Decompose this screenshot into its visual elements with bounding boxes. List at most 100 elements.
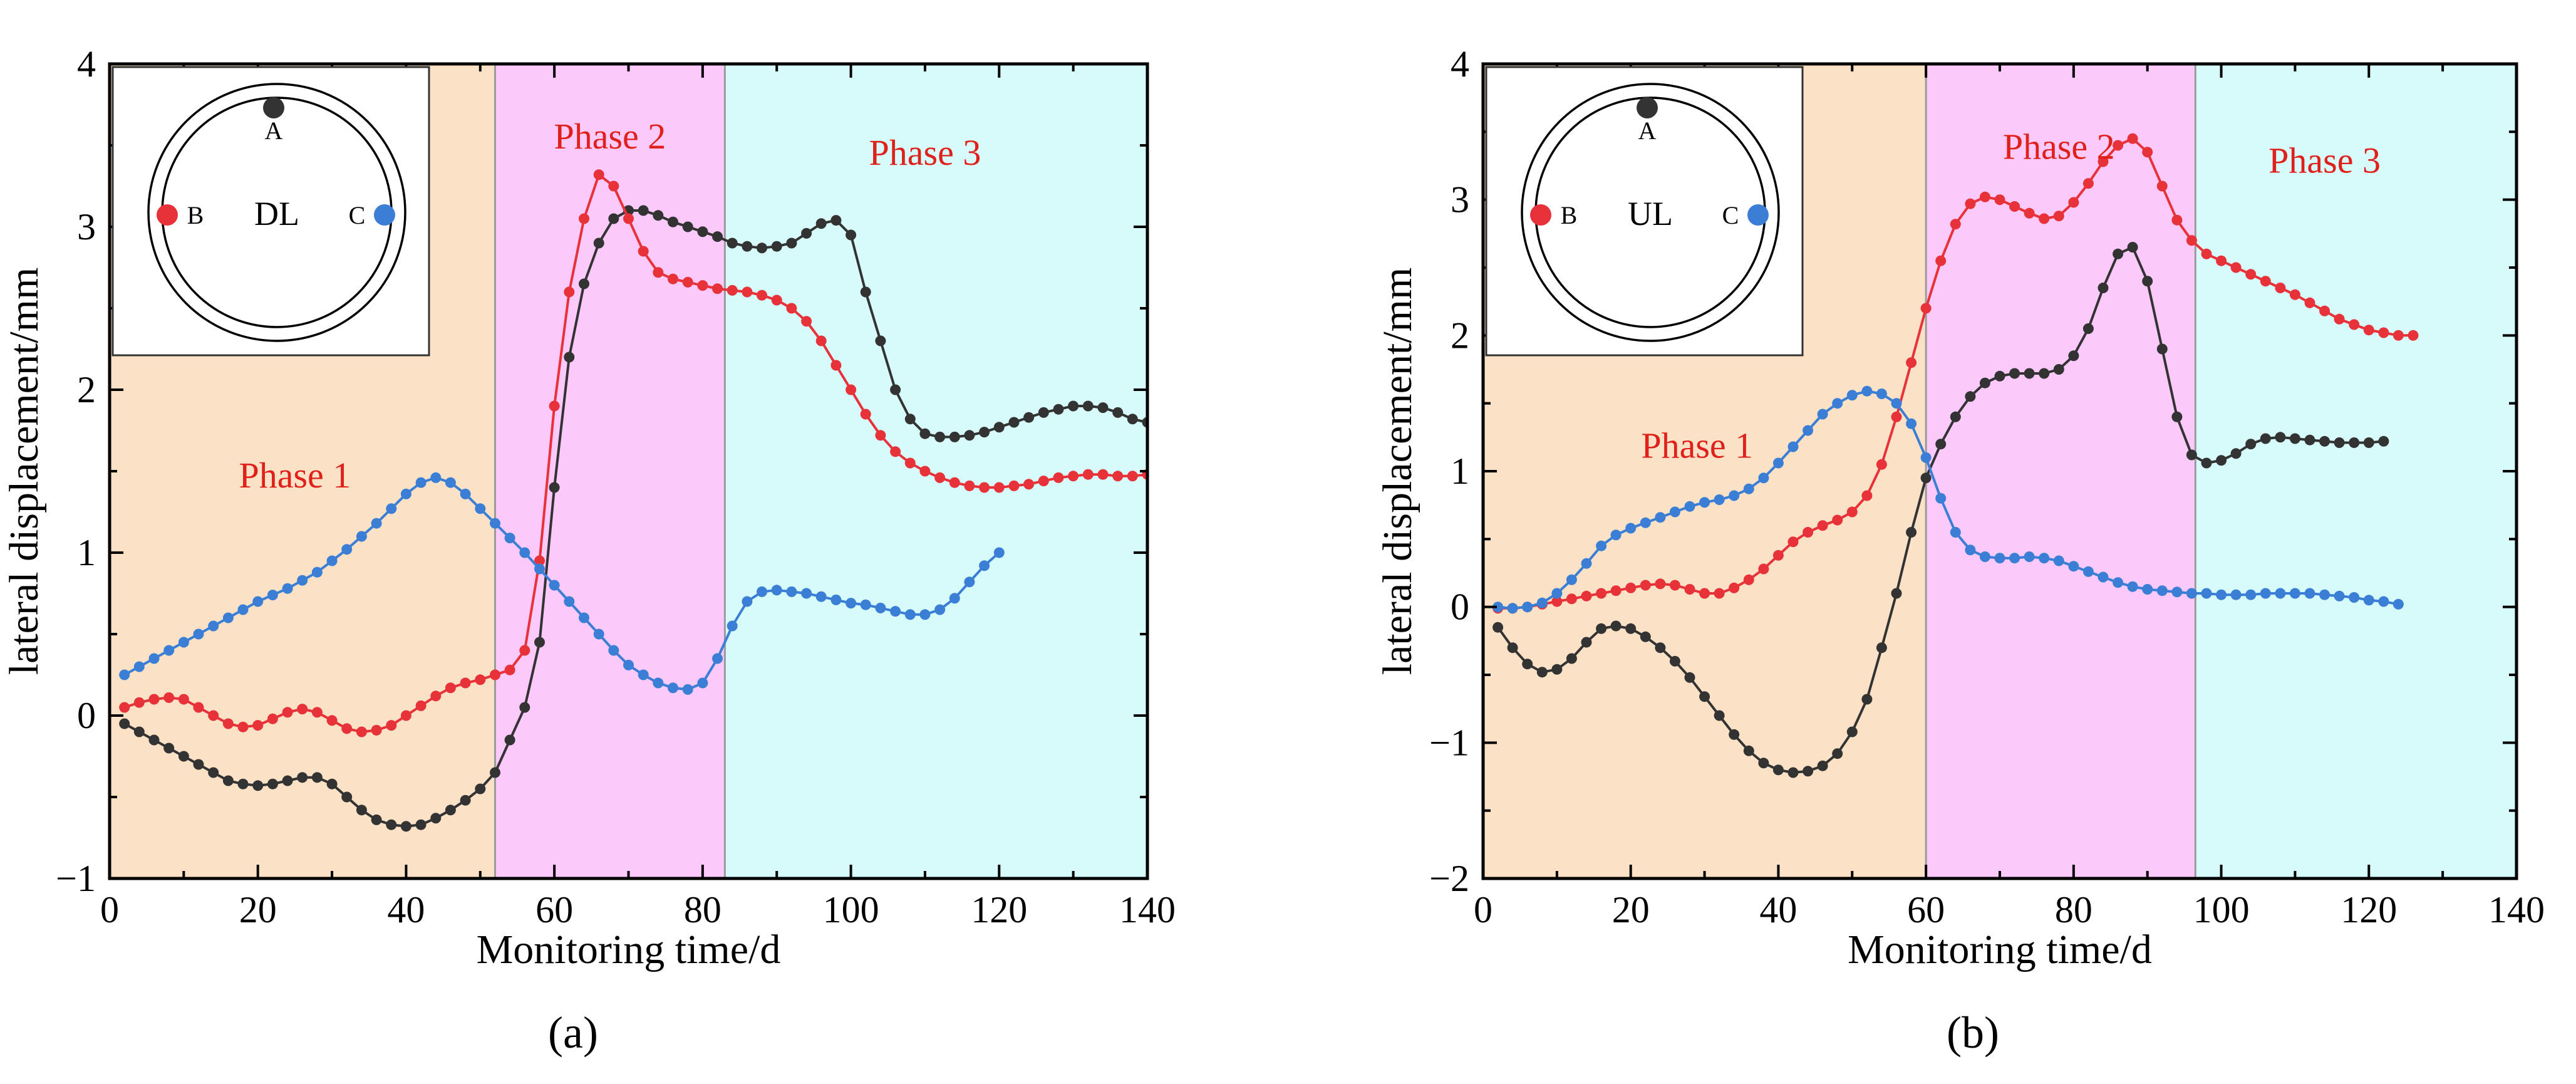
series-A-point <box>490 767 500 778</box>
series-C-point <box>341 544 353 555</box>
series-C-point <box>2289 588 2300 599</box>
series-C-point <box>1566 574 1577 585</box>
series-B-point <box>1684 584 1695 595</box>
series-C-point <box>2275 588 2286 599</box>
series-A-point <box>519 702 530 713</box>
series-C-point <box>178 637 189 648</box>
series-C-point <box>934 604 946 615</box>
series-A-point <box>237 778 249 790</box>
series-B-point <box>993 482 1005 493</box>
series-C-point <box>623 659 634 670</box>
series-B-point <box>415 700 427 711</box>
x-tick-label: 40 <box>1759 889 1797 930</box>
series-B-point <box>727 284 738 296</box>
series-A-point <box>1846 726 1858 737</box>
x-tick-label: 120 <box>971 889 1027 930</box>
series-C-point <box>579 612 589 623</box>
series-B-point <box>2171 214 2183 226</box>
series-B-point <box>1082 469 1094 480</box>
series-B-point <box>1068 471 1079 482</box>
series-A-point <box>801 227 812 239</box>
monitoring-point-C-label: C <box>349 201 366 229</box>
series-A-point <box>1787 767 1799 778</box>
x-tick-label: 80 <box>684 889 722 930</box>
series-B-point <box>1876 459 1887 470</box>
series-B-point <box>712 283 723 294</box>
series-A-point <box>653 210 664 221</box>
monitoring-point-B-label: B <box>1561 201 1578 229</box>
panel-caption: (a) <box>548 1008 598 1058</box>
series-A-point <box>1832 748 1843 759</box>
series-B-point <box>2408 330 2419 341</box>
series-A-point <box>1950 411 1961 422</box>
series-B-point <box>1053 472 1064 483</box>
series-A-point <box>1979 377 1990 388</box>
y-tick-label: 1 <box>1451 451 1469 492</box>
series-A-point <box>727 237 738 249</box>
y-tick-label: −1 <box>56 858 96 899</box>
series-A-point <box>2082 323 2094 334</box>
series-group <box>119 169 1147 832</box>
series-A-point <box>386 819 397 830</box>
series-B-point <box>178 694 189 705</box>
series-C-point <box>2201 588 2212 599</box>
series-A-point <box>1097 402 1109 414</box>
series-C-point <box>2260 588 2271 599</box>
series-C-point <box>608 645 619 656</box>
series-C-point <box>208 620 219 632</box>
series-C-point <box>282 583 293 594</box>
series-B-point <box>1920 303 1932 314</box>
series-B-point <box>771 294 782 306</box>
series-C-point <box>1950 527 1961 538</box>
series-A-point <box>2098 283 2109 293</box>
series-B-point <box>1669 580 1680 591</box>
series-B-point <box>2230 262 2242 273</box>
series-A-point <box>1492 622 1504 633</box>
series-C-point <box>133 661 145 672</box>
series-A-point <box>608 213 619 224</box>
series-A-point <box>934 431 946 442</box>
series-A-point <box>2230 448 2242 459</box>
phase-3-label: Phase 3 <box>2268 140 2381 180</box>
series-B-point <box>193 702 204 713</box>
series-B-point <box>830 360 842 371</box>
series-A-point <box>252 780 264 791</box>
series-C-point <box>430 472 442 483</box>
series-B-point <box>1803 527 1814 538</box>
series-A-point <box>1861 694 1873 705</box>
series-A-point <box>979 427 990 438</box>
series-A-point <box>1758 758 1769 769</box>
series-C-point <box>830 594 842 605</box>
series-A-point <box>712 231 723 242</box>
series-A-point <box>993 422 1005 433</box>
series-C-point <box>2082 566 2094 577</box>
series-C-point <box>371 518 382 529</box>
monitoring-point-C-marker <box>1747 204 1769 226</box>
series-B-point <box>2024 207 2035 219</box>
series-B-point <box>2392 330 2404 341</box>
series-B-line <box>124 172 1147 734</box>
series-B-point <box>1038 476 1049 487</box>
series-B-point <box>356 726 367 737</box>
monitoring-point-B-marker <box>1530 204 1551 226</box>
y-tick-label: 2 <box>1451 315 1469 356</box>
series-C-point <box>1787 441 1799 452</box>
series-C-point <box>2009 553 2020 564</box>
series-C-point <box>356 531 367 542</box>
series-C-point <box>919 609 931 620</box>
series-C-point <box>1994 553 2005 564</box>
series-C-point <box>2378 596 2389 607</box>
series-A-point <box>267 778 278 790</box>
series-A-point <box>1655 642 1666 654</box>
series-C-point <box>519 547 530 558</box>
y-tick-label: −2 <box>1429 858 1469 899</box>
series-C-point <box>1846 390 1858 401</box>
series-A-point <box>1772 764 1784 776</box>
series-A-point <box>371 814 382 825</box>
series-B-point <box>2275 283 2286 293</box>
series-A-point <box>2245 439 2257 450</box>
series-C-point <box>2068 561 2079 572</box>
phase-3-label: Phase 3 <box>869 132 981 173</box>
